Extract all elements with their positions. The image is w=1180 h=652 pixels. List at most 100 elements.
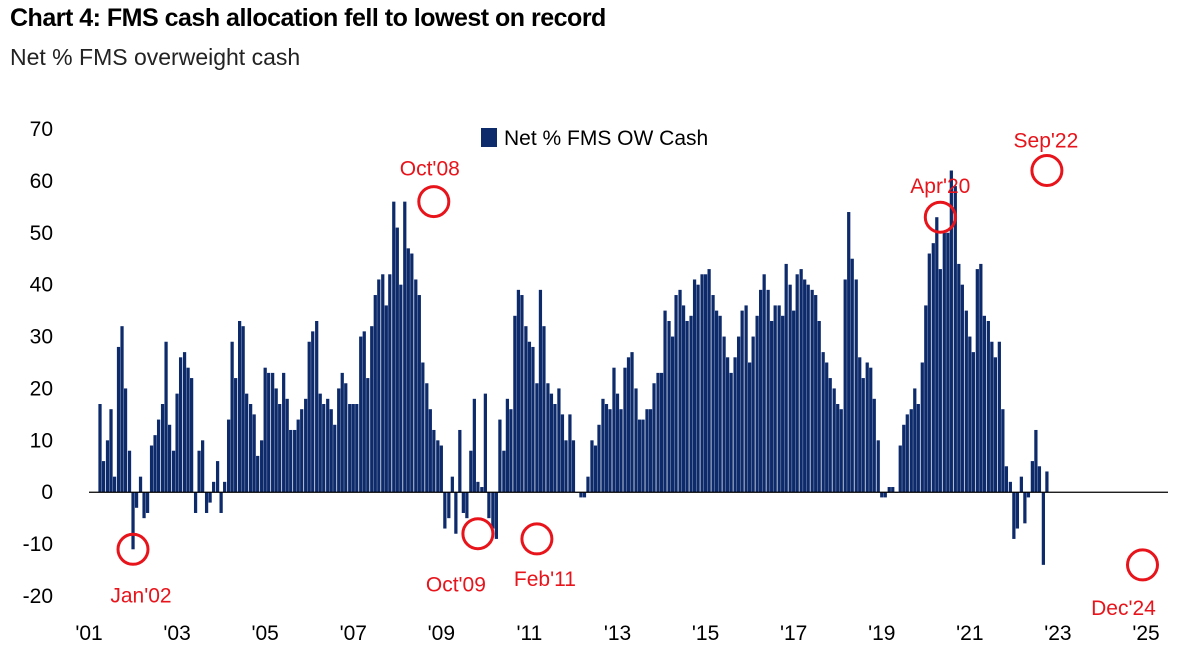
bar [714, 310, 719, 493]
bar [858, 357, 862, 493]
bar [825, 362, 829, 493]
bar [403, 201, 407, 493]
y-tick-label: 60 [30, 170, 53, 193]
bar [131, 492, 135, 550]
bar [751, 336, 755, 493]
bar [175, 393, 179, 493]
bar [300, 409, 304, 493]
bar [968, 336, 972, 493]
bar [953, 186, 957, 493]
bar [491, 492, 495, 529]
bar [975, 269, 979, 493]
bar [392, 201, 396, 493]
annotation-circle [923, 200, 957, 234]
bar [513, 315, 517, 493]
bar [252, 414, 256, 493]
bars-group [98, 170, 1049, 565]
bar [483, 393, 487, 493]
y-tick-label: -10 [23, 533, 53, 556]
x-tick-label: '19 [868, 622, 895, 645]
bar [461, 492, 465, 513]
annotation-label: Apr'20 [910, 175, 970, 198]
bar [156, 419, 161, 493]
bar [322, 404, 326, 493]
bar [612, 367, 616, 493]
bar [891, 487, 895, 493]
x-tick-label: '21 [956, 622, 983, 645]
bar [696, 284, 700, 493]
bar [744, 305, 748, 493]
bar [678, 289, 682, 493]
y-tick-label: 10 [30, 429, 53, 452]
x-tick-label: '09 [428, 622, 455, 645]
bar [1045, 471, 1049, 493]
annotation-label: Jan'02 [110, 584, 171, 607]
bar [498, 419, 502, 493]
bar [315, 320, 319, 493]
bar [230, 341, 234, 493]
bar [861, 378, 865, 493]
bar [689, 315, 693, 493]
bar [123, 388, 128, 493]
bar [997, 341, 1001, 493]
bar [718, 315, 722, 493]
bar [770, 320, 774, 493]
bar [1026, 492, 1031, 498]
bar [707, 269, 711, 493]
bar [282, 372, 286, 493]
annotations-group: Jan'02 Oct'08 Oct'09 Feb'11 Apr'20 Sep'22 Dec'… [110, 130, 1159, 620]
bar [234, 378, 238, 493]
bar [215, 461, 220, 493]
bar [685, 320, 689, 493]
bar [601, 398, 605, 493]
bar [362, 331, 366, 493]
bar [395, 227, 399, 493]
bar [271, 372, 275, 493]
bar [425, 383, 429, 493]
bar [913, 388, 917, 493]
bar [630, 352, 634, 493]
bar [993, 357, 997, 493]
bar [722, 336, 726, 493]
bar [538, 289, 543, 493]
bar [935, 217, 939, 493]
bar [736, 336, 741, 493]
bar [109, 409, 113, 493]
bar [436, 440, 440, 493]
bar [641, 419, 645, 493]
chart-title: Chart 4: FMS cash allocation fell to low… [10, 4, 606, 32]
bar [344, 383, 348, 493]
bar [604, 404, 609, 493]
bar [619, 409, 623, 493]
bar [821, 352, 825, 493]
bar [267, 372, 271, 493]
bar [388, 274, 392, 493]
bar [927, 253, 931, 493]
bar [986, 320, 990, 493]
bar [201, 440, 205, 493]
annotation-circle [461, 517, 495, 551]
bar [105, 440, 110, 493]
bar [626, 357, 631, 493]
y-tick-label: -20 [23, 585, 53, 608]
legend-swatch [481, 128, 497, 147]
bar [145, 492, 150, 513]
bar [773, 305, 777, 493]
bar [1023, 492, 1027, 524]
bar [546, 383, 550, 493]
annotation-label: Dec'24 [1091, 597, 1156, 620]
bar [520, 295, 524, 493]
bar [450, 476, 454, 493]
bar [557, 388, 561, 493]
bar [120, 326, 124, 493]
bar [1001, 409, 1005, 493]
bar [304, 398, 308, 493]
bar [847, 212, 851, 493]
bar [828, 378, 832, 493]
bar [766, 289, 770, 493]
bar [663, 310, 667, 493]
bar [762, 274, 766, 493]
x-tick-label: '03 [163, 622, 190, 645]
bar [692, 279, 697, 493]
bar [568, 414, 572, 493]
